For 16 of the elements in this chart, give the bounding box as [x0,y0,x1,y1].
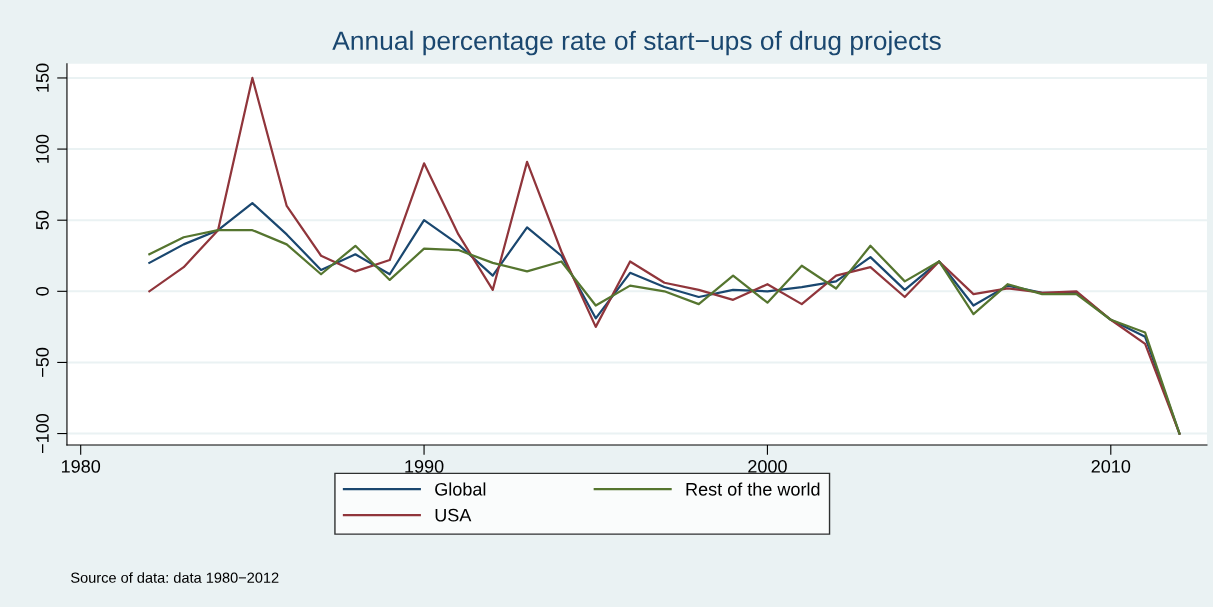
legend-label: Rest of the world [686,482,820,496]
y-tick-label: 0 [36,287,49,296]
y-tick-label: 50 [36,210,49,230]
x-tick-label: 1980 [61,459,101,473]
y-tick-label: −100 [36,413,49,453]
chart-title: Annual percentage rate of start−ups of drug projects [332,30,941,56]
line-series [148,76,1181,435]
x-tick-label: 2000 [748,459,787,473]
x-tick-label: 1990 [405,459,444,473]
x-tick-label: 2010 [1091,459,1131,473]
y-tick-label: 150 [36,63,49,92]
y-tick-label: 100 [36,134,49,163]
legend-label: Global [435,482,486,496]
legend-label: USA [435,508,472,522]
source-note: Source of data: data 1980−2012 [71,572,279,583]
y-tick-label: −50 [36,347,49,377]
